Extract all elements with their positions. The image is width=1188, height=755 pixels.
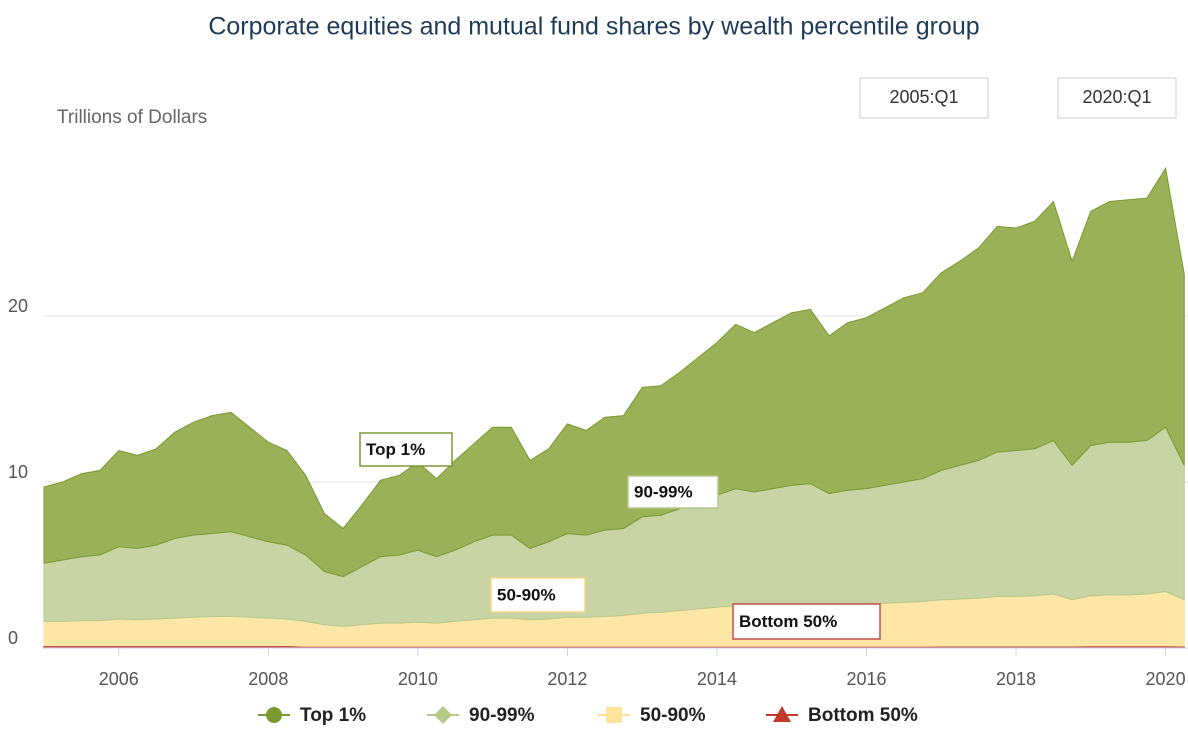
legend-label[interactable]: Bottom 50% [808, 705, 918, 726]
x-tick-label: 2014 [697, 669, 737, 689]
annotation-box [627, 475, 719, 509]
legend-label[interactable]: 90-99% [469, 705, 535, 726]
x-tick-label: 2012 [547, 669, 587, 689]
legend-marker[interactable] [266, 707, 282, 723]
legend-marker[interactable] [606, 707, 622, 723]
range-input-label[interactable]: 2020:Q1 [1082, 87, 1151, 107]
annotation-box [490, 577, 586, 613]
annotation-box [359, 432, 453, 467]
range-input-label[interactable]: 2005:Q1 [889, 87, 958, 107]
y-tick-label: 10 [8, 462, 28, 482]
annotation-label: Top 1% [366, 440, 425, 459]
range-input[interactable] [859, 77, 989, 119]
y-axis-label: Trillions of Dollars [57, 107, 207, 128]
y-tick-label: 0 [8, 628, 18, 648]
legend-marker[interactable] [434, 706, 452, 724]
areas [43, 166, 1185, 649]
overlay: 0 10 20 2006 2008 2010 2012 2014 2016 2018 2020 Top… [8, 77, 1188, 726]
x-tick-label: 2016 [846, 669, 886, 689]
annotation-label: 90-99% [634, 482, 693, 501]
legend-label[interactable]: 50-90% [640, 705, 706, 726]
legend-label[interactable]: Top 1% [300, 705, 366, 726]
x-tick-label: 2010 [398, 669, 438, 689]
annotation-label: Bottom 50% [739, 612, 837, 631]
legend-marker[interactable] [773, 706, 791, 722]
annotation-label: 50-90% [497, 585, 556, 604]
annotation-box [732, 603, 881, 640]
x-tick-label: 2020 [1146, 669, 1186, 689]
chart-title: Corporate equities and mutual fund share… [208, 13, 979, 41]
y-tick-label: 20 [8, 296, 28, 316]
x-tick-label: 2006 [99, 669, 139, 689]
area [43, 166, 1185, 578]
range-input[interactable] [1057, 77, 1177, 119]
x-tick-label: 2008 [248, 669, 288, 689]
x-tick-label: 2018 [996, 669, 1036, 689]
